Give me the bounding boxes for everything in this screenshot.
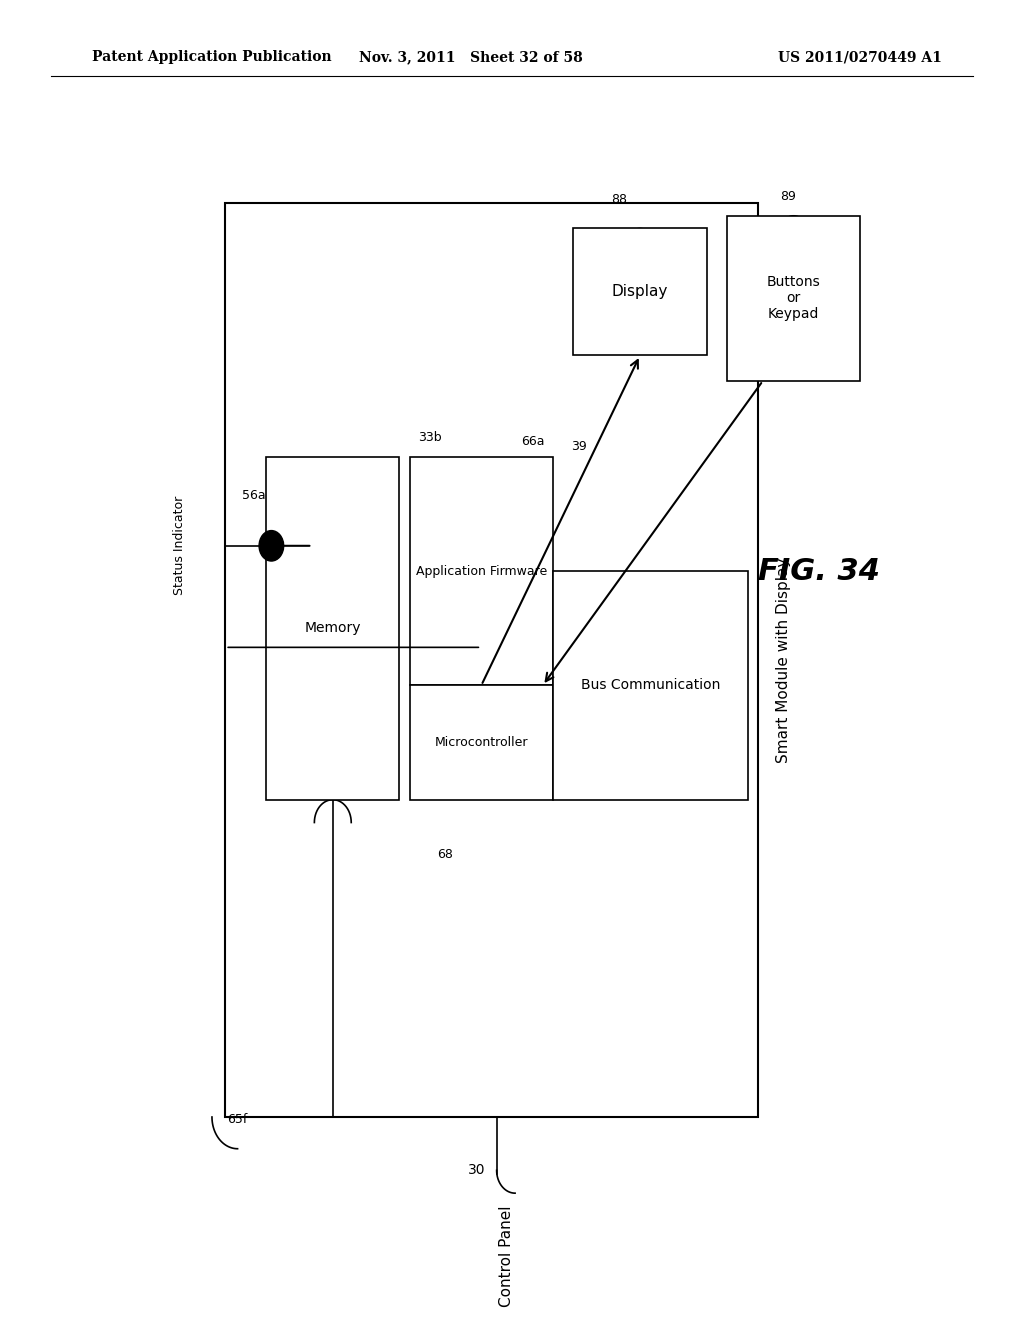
Text: Application Firmware: Application Firmware	[416, 565, 547, 578]
Text: Patent Application Publication: Patent Application Publication	[92, 50, 332, 65]
Text: 33b: 33b	[418, 432, 442, 445]
FancyBboxPatch shape	[410, 457, 553, 685]
Text: Microcontroller: Microcontroller	[434, 737, 528, 748]
FancyBboxPatch shape	[266, 457, 399, 800]
Text: Nov. 3, 2011   Sheet 32 of 58: Nov. 3, 2011 Sheet 32 of 58	[359, 50, 583, 65]
Text: 89: 89	[780, 190, 797, 203]
Text: Bus Communication: Bus Communication	[581, 678, 720, 693]
Text: 56a: 56a	[242, 488, 266, 502]
Circle shape	[259, 531, 284, 561]
FancyBboxPatch shape	[727, 215, 860, 380]
Text: 88: 88	[611, 193, 628, 206]
Text: 65f: 65f	[227, 1113, 248, 1126]
FancyBboxPatch shape	[573, 228, 707, 355]
FancyBboxPatch shape	[225, 203, 758, 1117]
Text: Smart Module with Display: Smart Module with Display	[776, 557, 791, 763]
Text: 68: 68	[437, 847, 454, 861]
Text: Display: Display	[611, 284, 669, 300]
Text: Status Indicator: Status Indicator	[173, 496, 185, 595]
Text: FIG. 34: FIG. 34	[758, 557, 881, 586]
Text: Control Panel: Control Panel	[500, 1206, 514, 1307]
FancyBboxPatch shape	[553, 572, 748, 800]
FancyBboxPatch shape	[410, 685, 553, 800]
Text: Memory: Memory	[304, 622, 361, 635]
Text: 30: 30	[468, 1163, 486, 1177]
Text: 66a: 66a	[521, 436, 544, 449]
Text: 39: 39	[570, 441, 587, 453]
Text: US 2011/0270449 A1: US 2011/0270449 A1	[778, 50, 942, 65]
Text: Buttons
or
Keypad: Buttons or Keypad	[767, 275, 820, 322]
